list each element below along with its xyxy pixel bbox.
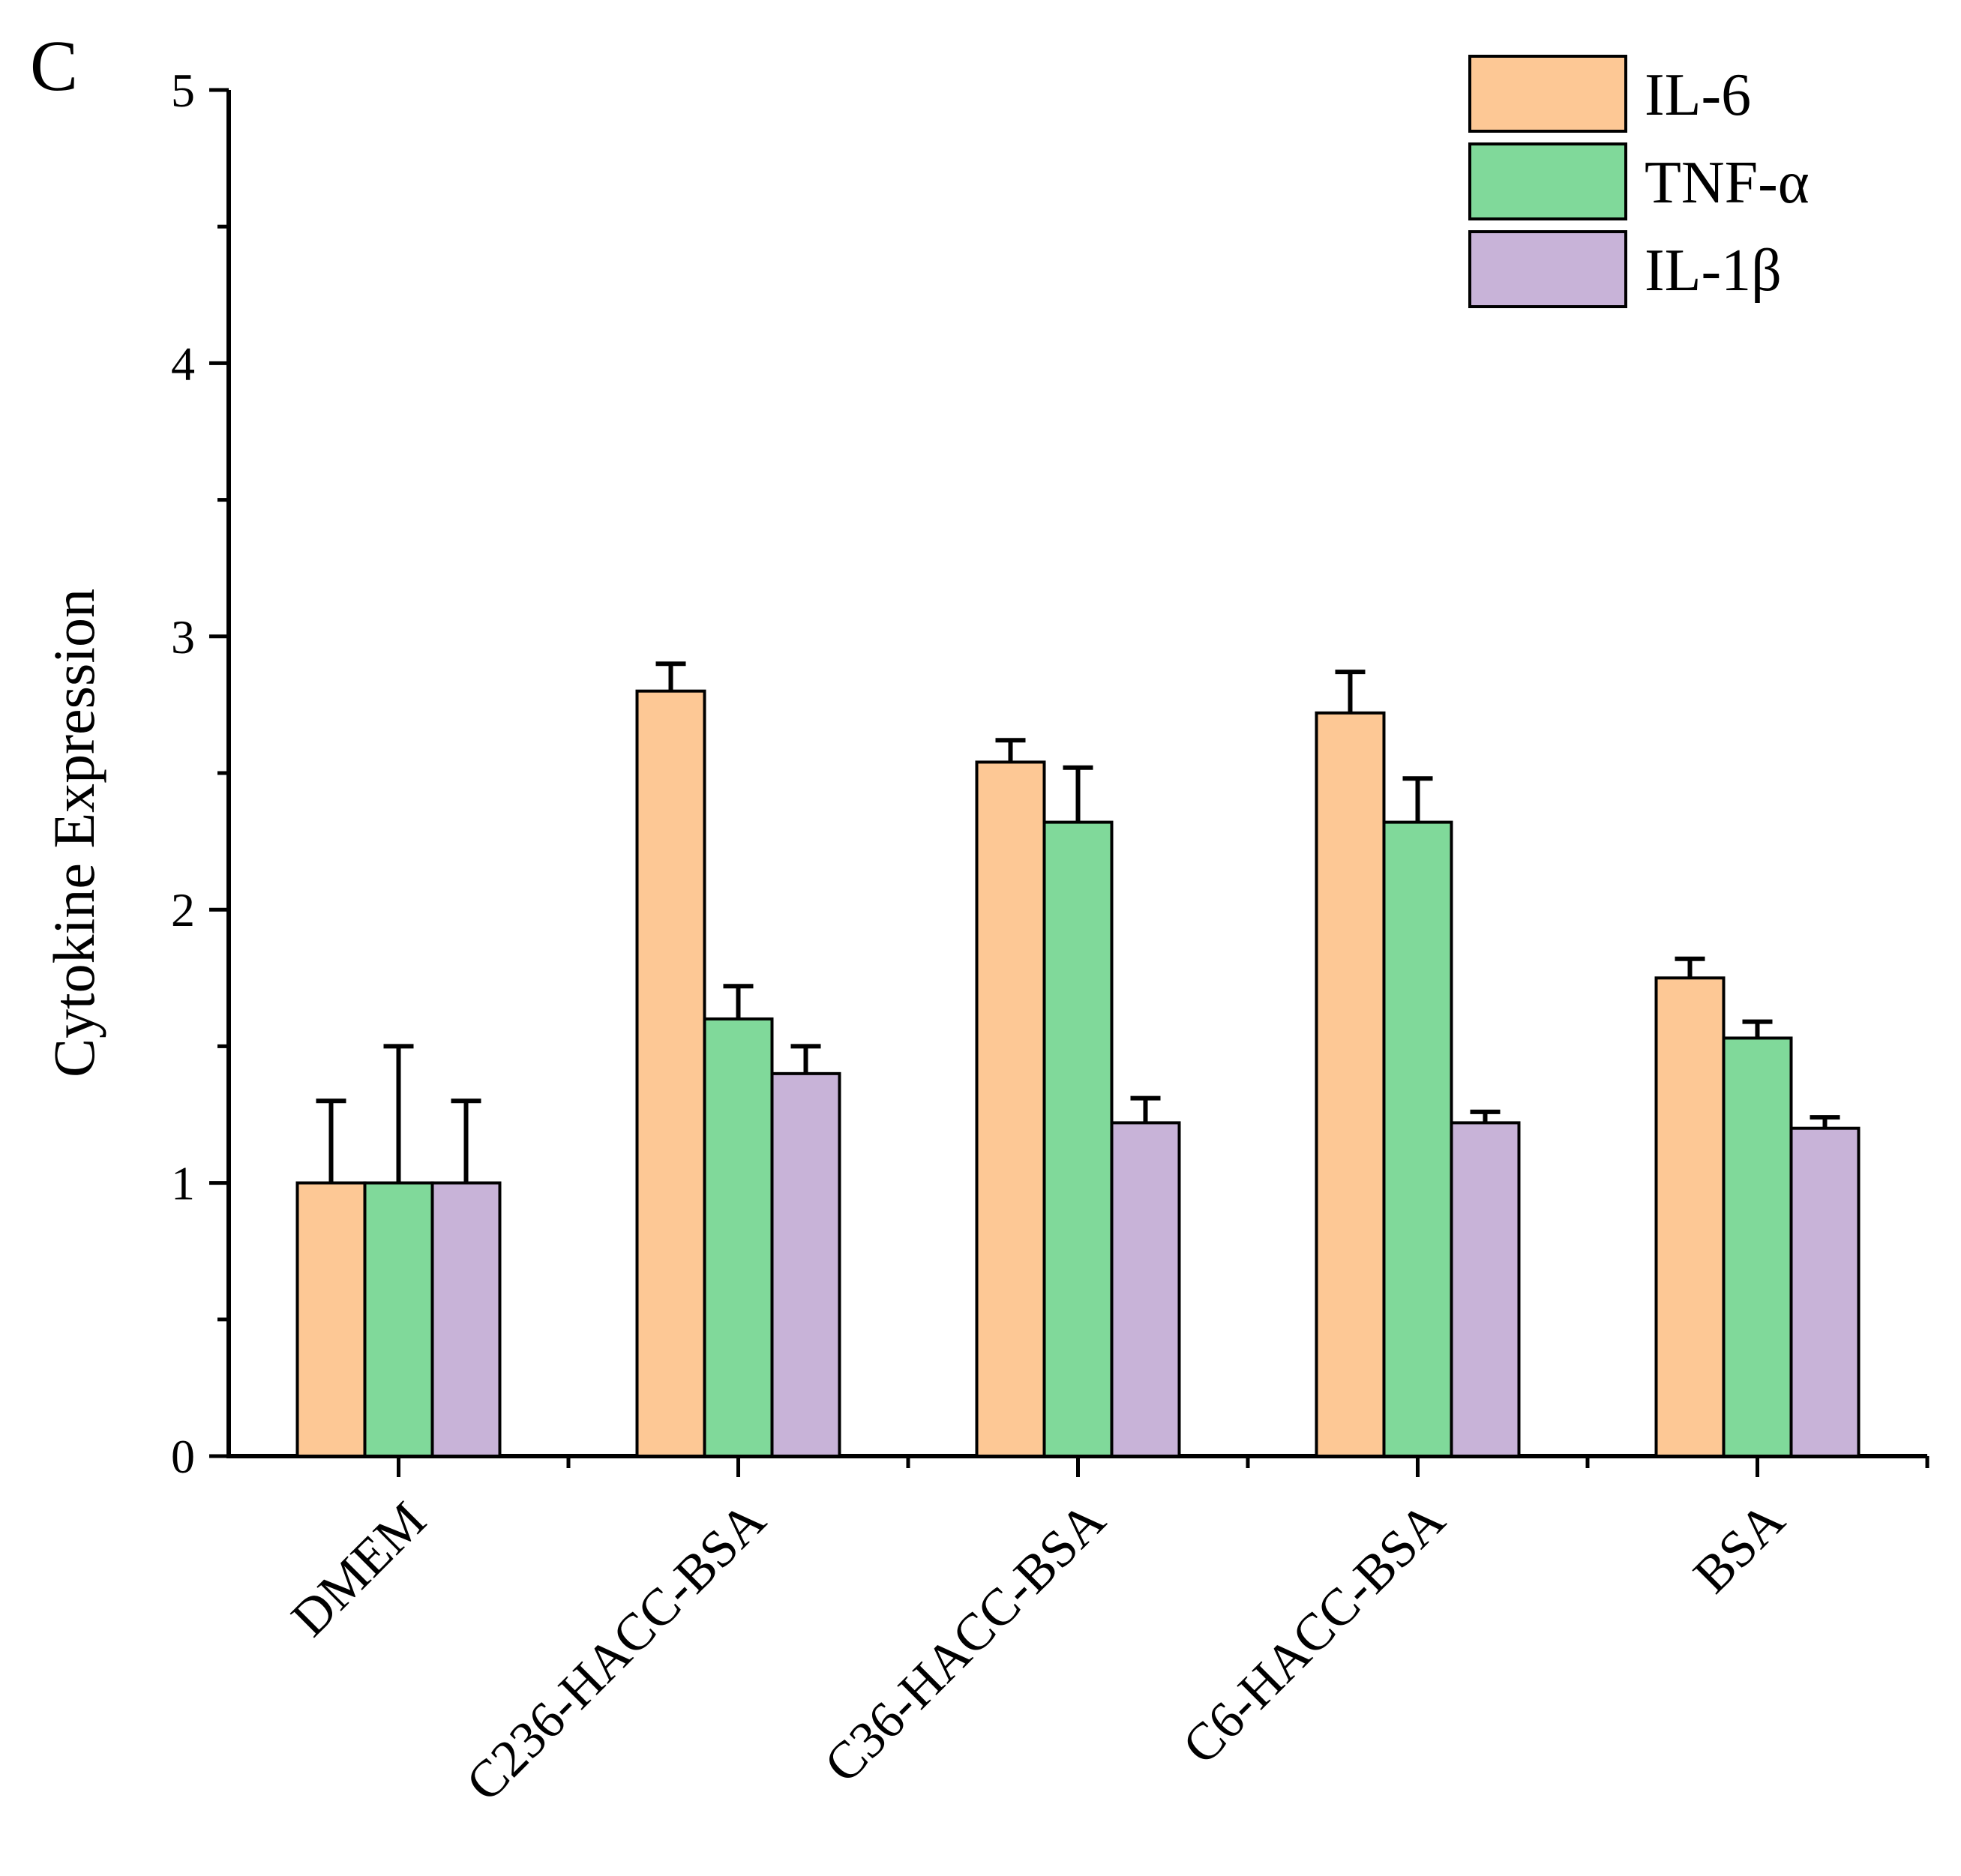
- bar-IL-1β-C36-HACC-BSA: [1110, 1121, 1181, 1458]
- bar-TNF-α-DMEM: [363, 1181, 434, 1458]
- bar-TNF-α-BSA: [1722, 1036, 1793, 1458]
- bar-IL-6-C236-HACC-BSA: [635, 689, 706, 1458]
- legend-swatch: [1468, 230, 1627, 308]
- legend-label: IL-1β: [1645, 238, 1782, 304]
- legend-label: IL-6: [1645, 62, 1751, 128]
- error-bars-group: [316, 661, 1840, 1183]
- y-tick-label: 1: [171, 1157, 195, 1210]
- x-category-label: C236-HACC-BSA: [455, 1491, 777, 1813]
- bar-IL-1β-BSA: [1789, 1126, 1861, 1458]
- legend-swatch: [1468, 55, 1627, 133]
- legend: IL-6 TNF-α IL-1β: [1468, 55, 1810, 308]
- bar-IL-6-C6-HACC-BSA: [1315, 711, 1386, 1458]
- legend-label: TNF-α: [1645, 150, 1810, 216]
- y-tick-label: 5: [171, 64, 195, 117]
- legend-swatch: [1468, 142, 1627, 220]
- bar-TNF-α-C36-HACC-BSA: [1042, 820, 1114, 1458]
- bar-IL-6-C36-HACC-BSA: [975, 760, 1046, 1458]
- x-category-label: BSA: [1683, 1491, 1796, 1605]
- y-axis-title: Cytokine Expression: [41, 589, 106, 1077]
- bar-IL-6-DMEM: [295, 1181, 367, 1458]
- bar-TNF-α-C6-HACC-BSA: [1382, 820, 1453, 1458]
- y-tick-label: 2: [171, 883, 195, 937]
- bar-TNF-α-C236-HACC-BSA: [703, 1017, 774, 1458]
- y-tick-label: 4: [171, 337, 195, 390]
- x-category-label: C36-HACC-BSA: [814, 1491, 1117, 1794]
- bar-IL-1β-C236-HACC-BSA: [770, 1071, 841, 1458]
- bar-IL-6-BSA: [1654, 976, 1726, 1458]
- x-category-label: C6-HACC-BSA: [1172, 1491, 1456, 1776]
- y-tick-label: 3: [171, 610, 195, 664]
- panel-label: C: [30, 25, 78, 106]
- y-tick-label: 0: [171, 1430, 195, 1483]
- bar-IL-1β-DMEM: [430, 1181, 502, 1458]
- x-category-label: DMEM: [280, 1491, 436, 1647]
- bar-IL-1β-C6-HACC-BSA: [1450, 1121, 1521, 1458]
